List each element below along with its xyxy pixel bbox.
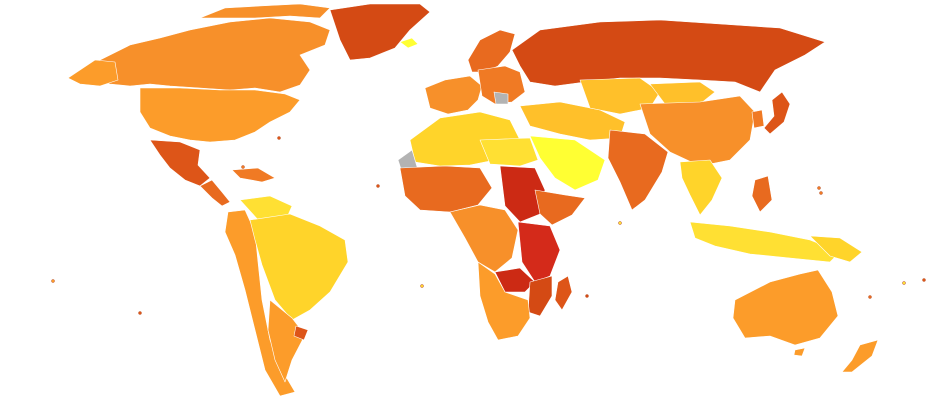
- region-canada-arctic-islands: [199, 3, 331, 19]
- region-korea: [751, 109, 765, 129]
- region-east-europe: [477, 65, 526, 105]
- region-south-asia: [607, 129, 669, 211]
- region-alaska: [67, 59, 119, 87]
- region-southeast-asia: [679, 159, 723, 216]
- region-horn-of-africa: [534, 189, 586, 226]
- region-canada: [69, 17, 331, 93]
- island-dot: [277, 136, 281, 140]
- region-southern-africa: [477, 261, 531, 341]
- region-balkans-gap: [493, 91, 509, 105]
- island-dot: [585, 294, 589, 298]
- island-dot: [241, 165, 245, 169]
- region-south-cone: [267, 299, 306, 383]
- region-mexico: [149, 139, 211, 187]
- region-new-zealand: [841, 339, 879, 373]
- region-philippines: [751, 175, 773, 213]
- region-australia: [732, 269, 839, 346]
- region-tasmania: [793, 347, 806, 357]
- island-dot: [902, 281, 906, 285]
- region-usa: [139, 87, 301, 143]
- region-china: [639, 95, 756, 167]
- region-egypt-libya: [479, 137, 539, 167]
- island-dot: [138, 311, 142, 315]
- region-brazil: [249, 213, 349, 321]
- island-dot: [51, 279, 55, 283]
- island-dot: [420, 284, 424, 288]
- island-dot: [868, 295, 872, 299]
- region-west-africa: [399, 165, 493, 213]
- region-russia: [511, 19, 826, 93]
- region-mongolia: [649, 81, 716, 105]
- island-dot: [922, 278, 926, 282]
- region-madagascar: [554, 275, 573, 311]
- island-dot: [819, 191, 823, 195]
- region-central-africa: [449, 204, 519, 273]
- region-papua: [809, 235, 863, 263]
- region-japan: [763, 91, 791, 135]
- region-greenland: [329, 3, 431, 61]
- region-west-europe: [424, 75, 483, 115]
- island-dot: [376, 184, 380, 188]
- region-indonesia: [689, 221, 841, 263]
- region-east-africa: [517, 221, 561, 283]
- island-dot: [817, 186, 821, 190]
- region-scandinavia: [467, 29, 516, 73]
- island-dot: [618, 221, 622, 225]
- region-central-america: [199, 179, 231, 207]
- region-arabia: [529, 135, 606, 191]
- region-iceland: [399, 37, 419, 49]
- region-caribbean: [231, 167, 276, 183]
- region-uruguay: [293, 325, 309, 341]
